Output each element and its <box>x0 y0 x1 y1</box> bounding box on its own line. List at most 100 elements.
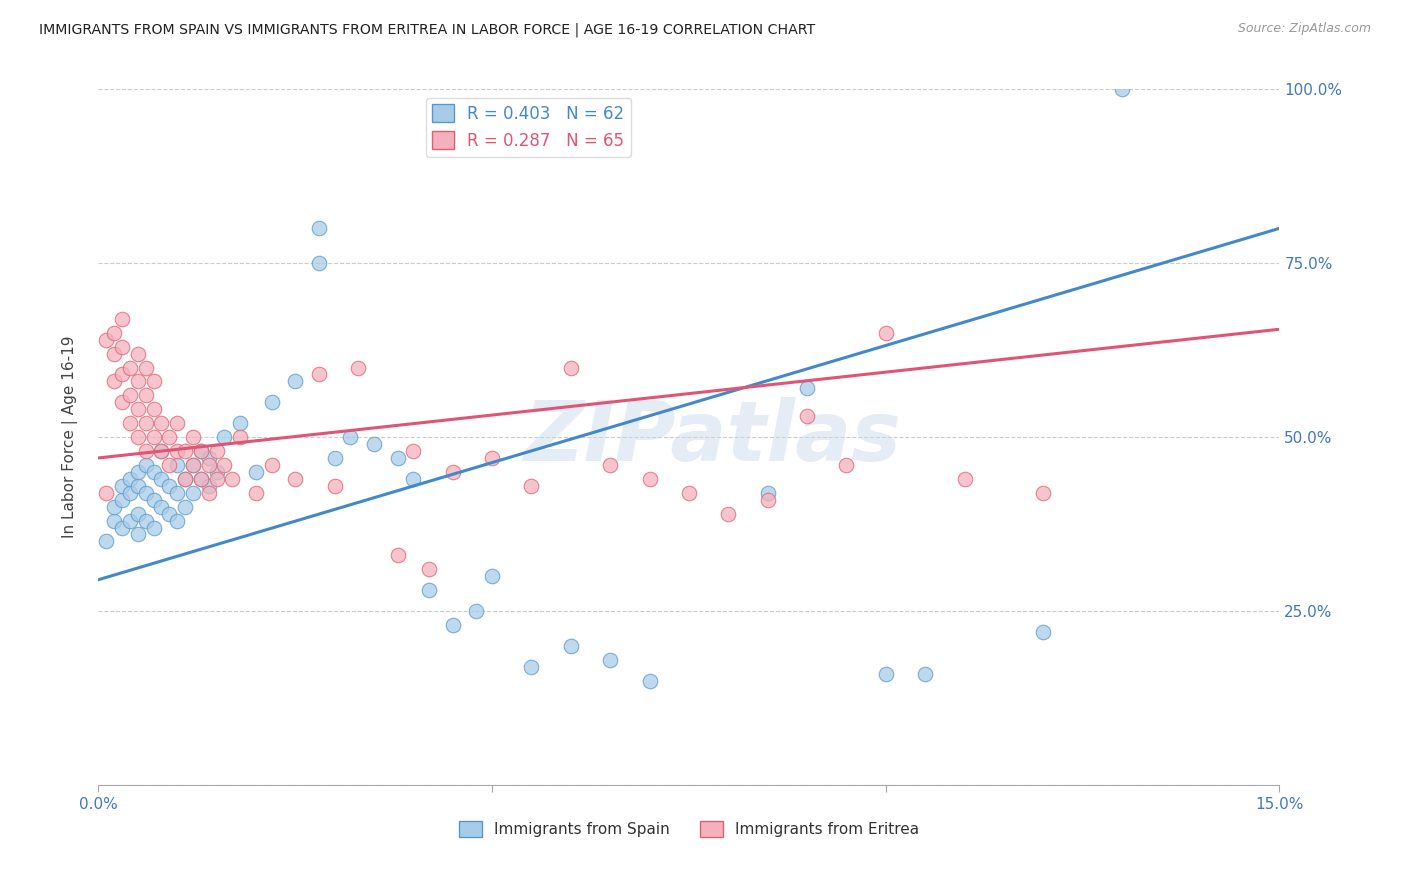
Point <box>638 472 661 486</box>
Point <box>190 472 212 486</box>
Point <box>96 485 118 500</box>
Point <box>157 430 180 444</box>
Point <box>875 666 897 681</box>
Point <box>142 520 165 534</box>
Point <box>221 472 243 486</box>
Point <box>103 375 125 389</box>
Point <box>205 444 228 458</box>
Point <box>166 458 188 472</box>
Point <box>560 639 582 653</box>
Point <box>127 479 149 493</box>
Point <box>323 479 346 493</box>
Point <box>1111 82 1133 96</box>
Point <box>441 618 464 632</box>
Point <box>118 388 141 402</box>
Point <box>127 430 149 444</box>
Point <box>166 514 188 528</box>
Point <box>103 346 125 360</box>
Point <box>174 472 197 486</box>
Point <box>599 653 621 667</box>
Point <box>127 346 149 360</box>
Point <box>174 444 197 458</box>
Point <box>166 444 188 458</box>
Point <box>142 492 165 507</box>
Point <box>638 673 661 688</box>
Point <box>387 450 409 465</box>
Point <box>118 485 141 500</box>
Point <box>914 666 936 681</box>
Point <box>402 444 425 458</box>
Point <box>127 375 149 389</box>
Point <box>157 507 180 521</box>
Point <box>796 409 818 424</box>
Text: Source: ZipAtlas.com: Source: ZipAtlas.com <box>1237 22 1371 36</box>
Point <box>135 416 157 430</box>
Point <box>96 333 118 347</box>
Point <box>197 485 219 500</box>
Point <box>481 569 503 583</box>
Point <box>835 458 858 472</box>
Point <box>560 360 582 375</box>
Point <box>717 507 740 521</box>
Point <box>756 492 779 507</box>
Point <box>127 527 149 541</box>
Point <box>284 472 307 486</box>
Point <box>260 458 283 472</box>
Point <box>157 458 180 472</box>
Point <box>103 500 125 514</box>
Point <box>142 375 165 389</box>
Legend: Immigrants from Spain, Immigrants from Eritrea: Immigrants from Spain, Immigrants from E… <box>453 815 925 844</box>
Point <box>387 549 409 563</box>
Point <box>181 458 204 472</box>
Point <box>166 485 188 500</box>
Point <box>150 500 173 514</box>
Point <box>135 388 157 402</box>
Point <box>150 444 173 458</box>
Point <box>142 402 165 417</box>
Point <box>127 402 149 417</box>
Point <box>260 395 283 409</box>
Point <box>465 604 488 618</box>
Point <box>111 492 134 507</box>
Point <box>118 416 141 430</box>
Point <box>520 659 543 673</box>
Point <box>190 444 212 458</box>
Point <box>756 485 779 500</box>
Point <box>135 444 157 458</box>
Point <box>142 430 165 444</box>
Point <box>214 430 236 444</box>
Point <box>111 520 134 534</box>
Text: IMMIGRANTS FROM SPAIN VS IMMIGRANTS FROM ERITREA IN LABOR FORCE | AGE 16-19 CORR: IMMIGRANTS FROM SPAIN VS IMMIGRANTS FROM… <box>39 22 815 37</box>
Point <box>118 472 141 486</box>
Point <box>214 458 236 472</box>
Point <box>308 221 330 235</box>
Text: ZIPatlas: ZIPatlas <box>523 397 901 477</box>
Point <box>118 360 141 375</box>
Point <box>135 360 157 375</box>
Point <box>118 514 141 528</box>
Point <box>363 437 385 451</box>
Point <box>339 430 361 444</box>
Point <box>197 450 219 465</box>
Point <box>481 450 503 465</box>
Point <box>205 472 228 486</box>
Point <box>418 562 440 576</box>
Point <box>181 485 204 500</box>
Point <box>150 444 173 458</box>
Point <box>678 485 700 500</box>
Point <box>142 465 165 479</box>
Point <box>1032 485 1054 500</box>
Point <box>308 368 330 382</box>
Point <box>875 326 897 340</box>
Point <box>111 368 134 382</box>
Point <box>190 444 212 458</box>
Point <box>796 381 818 395</box>
Point <box>441 465 464 479</box>
Point <box>103 326 125 340</box>
Point <box>157 479 180 493</box>
Point <box>953 472 976 486</box>
Y-axis label: In Labor Force | Age 16-19: In Labor Force | Age 16-19 <box>62 335 77 539</box>
Point <box>520 479 543 493</box>
Point <box>135 514 157 528</box>
Point <box>347 360 370 375</box>
